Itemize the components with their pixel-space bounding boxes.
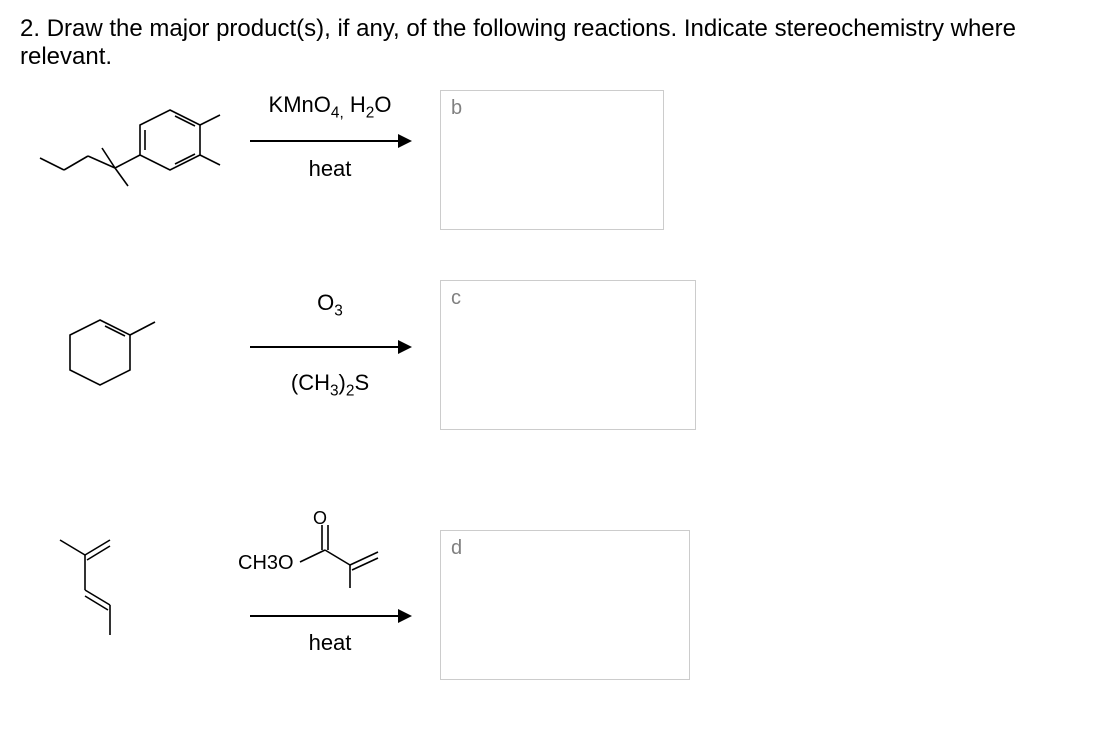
answer-box-a[interactable]: b (440, 90, 664, 230)
reaction-row-c: O CH3O heat d (30, 510, 690, 680)
reagent-a-h: H (344, 92, 366, 117)
reagent-a-sub1: 4, (331, 104, 344, 121)
reagent-b-sub: 3 (334, 302, 343, 319)
reactant-b (30, 290, 230, 430)
reagent-a-bottom: heat (230, 156, 430, 182)
arrow-c-icon (250, 615, 410, 617)
reagent-b-paren: ) (339, 370, 346, 395)
structure-b-icon (30, 290, 230, 430)
question-number: 2. (20, 15, 40, 42)
reagent-a: KMnO4, H2O heat (230, 90, 430, 230)
reaction-row-b: O3 (CH3)2S c (30, 290, 696, 430)
arrow-a-icon (250, 140, 410, 142)
structure-a-icon (30, 90, 230, 230)
reagent-b: O3 (CH3)2S (230, 290, 430, 430)
answer-label-c: d (451, 537, 462, 560)
dienophile-c-icon: O (230, 510, 430, 590)
reagent-c: O CH3O heat (230, 510, 430, 680)
reactant-c (30, 510, 230, 650)
question-text: 2. Draw the major product(s), if any, of… (20, 15, 1112, 71)
reagent-b-top: O3 (230, 290, 430, 320)
reactant-a (30, 90, 230, 230)
question-body: Draw the major product(s), if any, of th… (20, 15, 1016, 70)
reagent-b-sub1: 3 (330, 382, 339, 399)
arrow-b-icon (250, 346, 410, 348)
reagent-a-o: O (374, 92, 391, 117)
reagent-b-o: O (317, 290, 334, 315)
answer-box-b[interactable]: c (440, 280, 696, 430)
reagent-c-bottom: heat (230, 630, 430, 656)
reagent-c-ch3o: CH3O (238, 552, 294, 575)
reagent-b-bottom: (CH3)2S (230, 370, 430, 400)
structure-c-icon (30, 510, 230, 690)
answer-label-b: c (451, 287, 461, 310)
reaction-row-a: KMnO4, H2O heat b (30, 90, 664, 230)
reagent-a-top: KMnO4, H2O (230, 92, 430, 122)
reagent-a-kmno: KMnO (269, 92, 331, 117)
answer-label-a: b (451, 97, 462, 120)
reagent-b-ch: (CH (291, 370, 330, 395)
dienophile-o-label: O (313, 508, 327, 528)
answer-box-c[interactable]: d (440, 530, 690, 680)
reagent-b-s: S (354, 370, 369, 395)
